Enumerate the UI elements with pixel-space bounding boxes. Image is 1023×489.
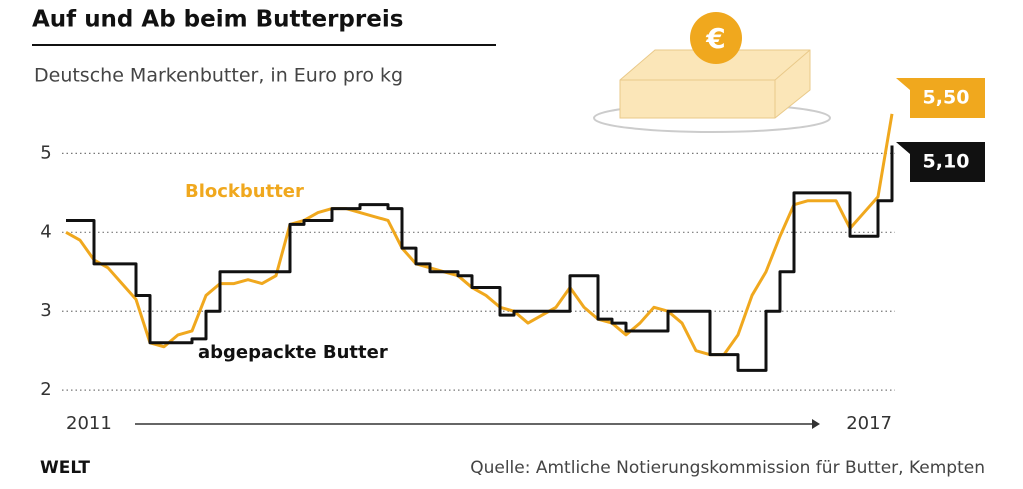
series-name: Blockbutter bbox=[185, 181, 304, 202]
brand: WELT bbox=[40, 458, 90, 478]
svg-text:€: € bbox=[705, 22, 725, 55]
end-label-box bbox=[896, 142, 985, 182]
x-tick-label: 2011 bbox=[66, 413, 112, 434]
series-line bbox=[65, 113, 894, 357]
end-label: 5,50 bbox=[923, 87, 970, 109]
time-arrow-head bbox=[812, 419, 820, 429]
y-tick-label: 3 bbox=[40, 300, 51, 321]
y-tick-label: 4 bbox=[40, 221, 51, 242]
series-line bbox=[66, 145, 894, 372]
x-tick-label: 2017 bbox=[846, 413, 892, 434]
chart-title: Auf und Ab beim Butterpreis bbox=[32, 7, 403, 33]
butter-icon: € bbox=[593, 12, 831, 133]
end-label-box bbox=[896, 78, 985, 118]
source: Quelle: Amtliche Notierungskommission fü… bbox=[470, 458, 985, 478]
chart-subtitle: Deutsche Markenbutter, in Euro pro kg bbox=[34, 65, 403, 87]
series-name: abgepackte Butter bbox=[198, 342, 388, 363]
y-tick-label: 5 bbox=[40, 142, 51, 163]
end-label: 5,10 bbox=[923, 151, 970, 173]
y-tick-label: 2 bbox=[40, 379, 51, 400]
